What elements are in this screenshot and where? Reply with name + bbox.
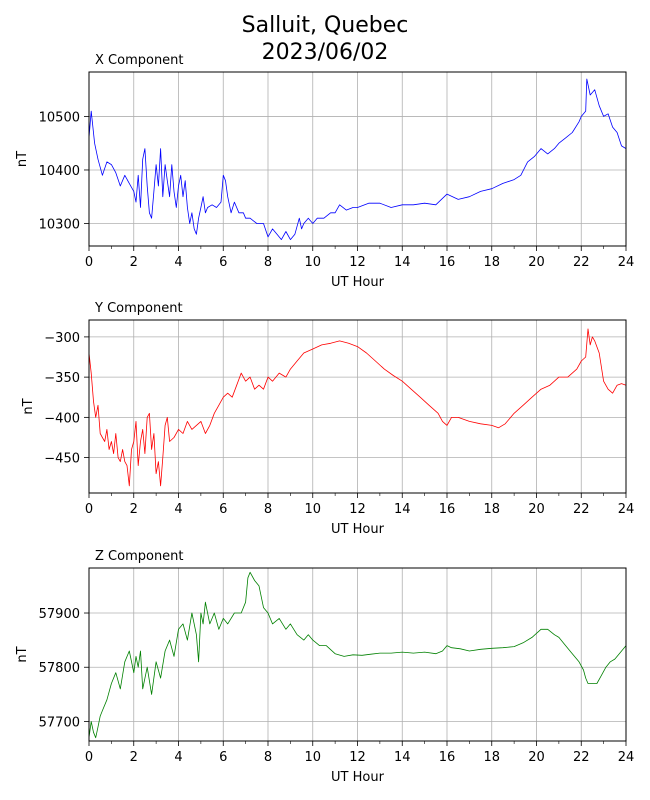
- y-y-axis-label: nT: [21, 398, 36, 414]
- x-x-tick-label: 4: [174, 255, 182, 270]
- z-x-tick-label: 10: [304, 750, 321, 765]
- x-x-axis-label: UT Hour: [331, 275, 385, 290]
- z-x-tick-label: 4: [174, 750, 182, 765]
- y-x-axis-label: UT Hour: [331, 522, 385, 537]
- x-x-tick-label: 12: [349, 255, 366, 270]
- z-y-axis-label: nT: [15, 646, 30, 662]
- x-x-tick-label: 14: [394, 255, 411, 270]
- y-x-tick-label: 22: [573, 502, 590, 517]
- y-x-tick-label: 18: [483, 502, 500, 517]
- x-x-tick-label: 18: [483, 255, 500, 270]
- y-x-tick-label: 8: [264, 502, 272, 517]
- y-y-tick-label: −350: [44, 371, 80, 386]
- x-y-tick-label: 10400: [39, 164, 80, 179]
- z-x-tick-label: 24: [618, 750, 635, 765]
- z-x-tick-label: 2: [130, 750, 138, 765]
- y-x-tick-label: 12: [349, 502, 366, 517]
- z-axes-frame: [88, 567, 627, 742]
- z-x-tick-label: 18: [483, 750, 500, 765]
- y-x-tick-label: 10: [304, 502, 321, 517]
- z-x-axis-label: UT Hour: [331, 770, 385, 785]
- z-y-tick-label: 57700: [39, 715, 80, 730]
- z-y-tick-label: 57800: [39, 661, 80, 676]
- x-x-tick-label: 22: [573, 255, 590, 270]
- x-y-tick-label: 10300: [39, 218, 80, 233]
- y-x-tick-label: 0: [85, 502, 93, 517]
- y-y-tick-label: −400: [44, 411, 80, 426]
- y-axes-frame: [88, 319, 627, 494]
- x-y-axis-label: nT: [15, 151, 30, 167]
- x-x-tick-label: 0: [85, 255, 93, 270]
- x-x-tick-label: 8: [264, 255, 272, 270]
- z-x-tick-label: 20: [528, 750, 545, 765]
- z-x-tick-label: 8: [264, 750, 272, 765]
- x-y-tick-label: 10500: [39, 110, 80, 125]
- figure-title: Salluit, Quebec: [241, 13, 409, 38]
- z-x-tick-label: 6: [219, 750, 227, 765]
- z-x-tick-label: 12: [349, 750, 366, 765]
- y-y-tick-label: −300: [44, 331, 80, 346]
- y-x-tick-label: 4: [174, 502, 182, 517]
- y-x-tick-label: 20: [528, 502, 545, 517]
- z-x-tick-label: 16: [439, 750, 456, 765]
- z-component-series-line: [88, 571, 627, 739]
- x-component-series-line: [88, 78, 627, 241]
- x-x-tick-label: 24: [618, 255, 635, 270]
- y-x-tick-label: 16: [439, 502, 456, 517]
- x-x-tick-label: 20: [528, 255, 545, 270]
- x-panel-title: X Component: [95, 53, 184, 68]
- x-axes-frame: [88, 71, 627, 247]
- y-component-series-line: [88, 328, 627, 487]
- x-x-tick-label: 2: [130, 255, 138, 270]
- x-x-tick-label: 16: [439, 255, 456, 270]
- figure-date: 2023/06/02: [261, 40, 389, 65]
- z-x-tick-label: 0: [85, 750, 93, 765]
- y-x-tick-label: 14: [394, 502, 411, 517]
- y-x-tick-label: 2: [130, 502, 138, 517]
- y-x-tick-label: 24: [618, 502, 635, 517]
- y-x-tick-label: 6: [219, 502, 227, 517]
- z-x-tick-label: 14: [394, 750, 411, 765]
- x-x-tick-label: 6: [219, 255, 227, 270]
- z-y-tick-label: 57900: [39, 607, 80, 622]
- x-x-tick-label: 10: [304, 255, 321, 270]
- y-panel-title: Y Component: [94, 301, 183, 316]
- y-y-tick-label: −450: [44, 452, 80, 467]
- z-x-tick-label: 22: [573, 750, 590, 765]
- z-panel-title: Z Component: [95, 549, 184, 564]
